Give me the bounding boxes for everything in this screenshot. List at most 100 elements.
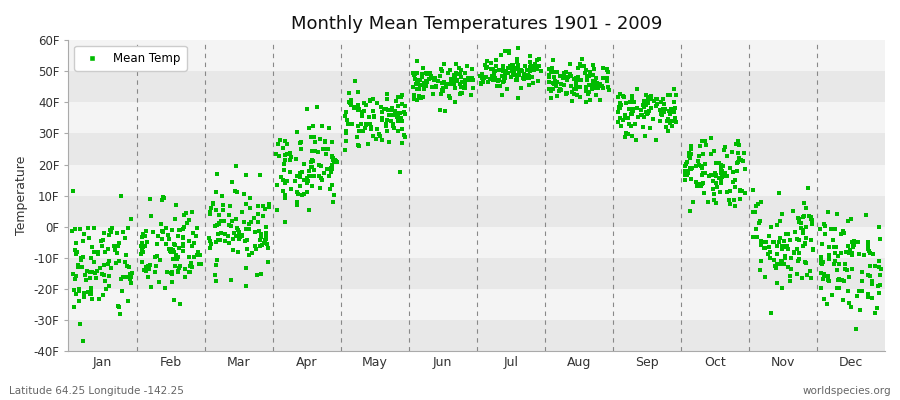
Point <box>410 77 425 83</box>
Point <box>453 81 467 87</box>
Point <box>767 257 781 263</box>
Point <box>210 170 224 177</box>
Point <box>68 246 82 253</box>
Point <box>662 120 677 126</box>
Point <box>685 165 699 171</box>
Point <box>307 134 321 140</box>
Point <box>517 76 531 82</box>
Point <box>413 82 428 89</box>
Point <box>542 85 556 92</box>
Point <box>680 172 694 178</box>
Point <box>839 249 853 255</box>
Point <box>777 237 791 244</box>
Point <box>746 208 760 215</box>
Point <box>210 222 224 228</box>
Point <box>442 92 456 99</box>
Point <box>850 293 864 300</box>
Point <box>514 85 528 91</box>
Point <box>720 188 734 195</box>
Point <box>210 257 224 263</box>
Point <box>440 70 454 76</box>
Point <box>649 96 663 102</box>
Point <box>616 93 631 100</box>
Point <box>189 233 203 240</box>
Point <box>841 218 855 224</box>
Point <box>431 78 446 84</box>
Point <box>486 66 500 72</box>
Point <box>228 188 242 195</box>
Point <box>548 82 562 88</box>
Point <box>873 236 887 242</box>
Point <box>87 270 102 276</box>
Point <box>172 227 186 233</box>
Point <box>477 75 491 82</box>
Point <box>443 66 457 73</box>
Point <box>704 150 718 157</box>
Point <box>317 170 331 176</box>
Point <box>660 118 674 124</box>
Point <box>778 231 793 237</box>
Point <box>708 170 723 176</box>
Point <box>185 263 200 270</box>
Point <box>863 250 878 256</box>
Point <box>138 233 152 239</box>
Point <box>382 112 396 118</box>
Text: worldspecies.org: worldspecies.org <box>803 386 891 396</box>
Point <box>411 81 426 88</box>
Point <box>143 262 157 268</box>
Point <box>397 134 411 141</box>
Point <box>694 162 708 169</box>
Point <box>292 174 307 180</box>
Point <box>712 174 726 181</box>
Point <box>634 112 649 119</box>
Point <box>715 174 729 180</box>
Point <box>238 172 253 178</box>
Point <box>436 88 450 94</box>
Point <box>410 58 424 64</box>
Point <box>212 220 226 226</box>
Point <box>159 224 174 231</box>
Point <box>486 77 500 84</box>
Point <box>847 238 861 244</box>
Point <box>834 231 849 238</box>
Point <box>710 184 724 190</box>
Point <box>243 205 257 211</box>
Point <box>494 52 508 58</box>
Point <box>723 188 737 194</box>
Point <box>215 207 230 213</box>
Point <box>780 246 795 252</box>
Point <box>339 128 354 135</box>
Point <box>579 84 593 90</box>
Point <box>625 111 639 117</box>
Point <box>235 232 249 239</box>
Point <box>140 238 154 245</box>
Point <box>733 196 747 202</box>
Point <box>590 85 605 92</box>
Point <box>823 256 837 262</box>
Point <box>302 173 317 180</box>
Point <box>818 223 832 230</box>
Point <box>164 246 178 252</box>
Point <box>792 236 806 243</box>
Point <box>113 193 128 199</box>
Point <box>684 166 698 172</box>
Point <box>413 82 428 88</box>
Point <box>102 246 116 252</box>
Point <box>866 250 880 257</box>
Point <box>691 153 706 159</box>
Point <box>370 100 384 106</box>
Point <box>428 74 442 81</box>
Point <box>261 245 275 251</box>
Point <box>783 237 797 244</box>
Point <box>860 292 875 298</box>
Point <box>613 104 627 110</box>
Point <box>620 131 634 138</box>
Point <box>704 172 718 179</box>
Point <box>700 198 715 205</box>
Point <box>545 56 560 63</box>
Point <box>226 247 240 253</box>
Point <box>414 95 428 101</box>
Point <box>731 138 745 144</box>
Point <box>698 170 712 176</box>
Point <box>344 100 358 106</box>
